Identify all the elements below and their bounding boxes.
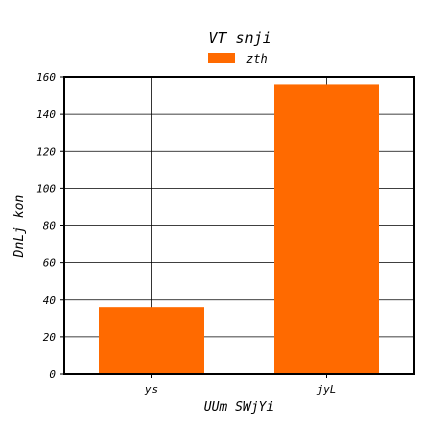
bars	[99, 84, 379, 375]
bar-ys	[99, 307, 204, 374]
legend: zth	[208, 52, 268, 66]
x-axis-ticks: ys jyL	[144, 374, 337, 396]
y-tick-label: 100	[36, 182, 56, 195]
y-tick-label: 140	[36, 108, 56, 121]
chart-title: VT snji	[208, 29, 271, 47]
x-tick-label: jyL	[317, 383, 337, 396]
y-tick-label: 80	[43, 220, 57, 233]
y-tick-label: 40	[43, 294, 57, 307]
y-tick-label: 20	[43, 331, 57, 344]
y-tick-label: 160	[36, 71, 56, 84]
y-axis-label: DnLj kon	[12, 195, 27, 259]
bar-jyL	[274, 84, 379, 375]
legend-swatch	[208, 53, 235, 63]
y-tick-label: 120	[36, 145, 56, 158]
y-tick-label: 0	[49, 368, 56, 381]
plot-frame	[63, 76, 415, 375]
y-axis-ticks: 0 20 40 60 80 100 120 140 160	[36, 71, 64, 381]
legend-label: zth	[246, 52, 268, 66]
x-tick-label: ys	[144, 383, 158, 396]
y-tick-label: 60	[43, 257, 57, 270]
x-axis-label: UUm SWjYi	[204, 400, 274, 415]
